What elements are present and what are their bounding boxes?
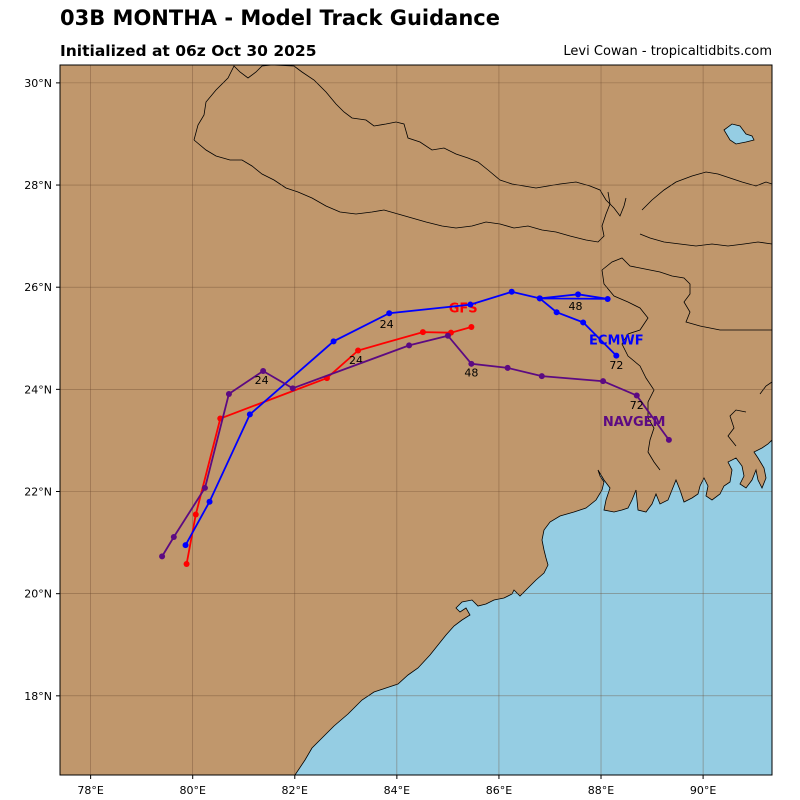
track-point-ecmwf	[613, 352, 620, 359]
lat-tick-label: 24°N	[24, 383, 52, 396]
lat-tick-label: 28°N	[24, 179, 52, 192]
track-point-ecmwf	[580, 319, 587, 326]
track-point-navgem	[406, 342, 413, 349]
forecast-hour-label: 24	[255, 374, 269, 387]
lat-tick-label: 26°N	[24, 281, 52, 294]
credit-text: Levi Cowan - tropicaltidbits.com	[563, 44, 772, 59]
lat-tick-label: 20°N	[24, 588, 52, 601]
model-label-ecmwf: ECMWF	[589, 333, 644, 348]
lat-tick-label: 18°N	[24, 690, 52, 703]
lake	[723, 123, 755, 145]
track-point-gfs	[192, 511, 199, 518]
track-point-ecmwf	[246, 411, 253, 418]
track-point-navgem	[538, 373, 545, 380]
track-point-ecmwf	[553, 309, 560, 316]
chart-title: 03B MONTHA - Model Track Guidance	[60, 6, 500, 30]
country-border-bhutan-south	[639, 233, 772, 247]
track-point-navgem	[468, 360, 475, 367]
forecast-hour-label: 72	[609, 359, 623, 372]
forecast-hour-label: 72	[630, 399, 644, 412]
track-point-navgem	[201, 484, 208, 491]
track-point-navgem	[159, 553, 166, 560]
lon-tick-label: 78°E	[77, 784, 103, 797]
country-border-bangladesh-east	[727, 381, 772, 447]
track-point-gfs	[355, 347, 362, 354]
track-point-navgem	[289, 385, 296, 392]
track-point-ecmwf	[467, 301, 474, 308]
lon-tick-label: 86°E	[486, 784, 512, 797]
track-point-ecmwf	[386, 310, 393, 317]
country-border-bangladesh	[601, 257, 772, 331]
lon-tick-label: 90°E	[690, 784, 716, 797]
track-point-navgem	[600, 378, 607, 385]
track-point-navgem	[170, 533, 177, 540]
lon-tick-label: 84°E	[384, 784, 410, 797]
track-line-ecmwf	[184, 290, 617, 546]
track-point-gfs	[419, 329, 426, 336]
lon-tick-label: 80°E	[179, 784, 205, 797]
track-point-ecmwf	[536, 295, 543, 302]
country-border-nepal	[193, 65, 627, 217]
track-point-navgem	[444, 332, 451, 339]
track-line-gfs	[185, 326, 472, 565]
track-point-navgem	[225, 390, 232, 397]
track-point-ecmwf	[508, 288, 515, 295]
track-point-ecmwf	[575, 291, 582, 298]
track-point-ecmwf	[330, 338, 337, 345]
track-point-gfs	[183, 561, 190, 568]
track-point-navgem	[260, 367, 267, 374]
model-label-navgem: NAVGEM	[603, 415, 666, 430]
lon-tick-label: 82°E	[282, 784, 308, 797]
lat-tick-label: 30°N	[24, 77, 52, 90]
bay-of-bengal-ocean	[294, 439, 772, 775]
track-point-ecmwf	[604, 295, 611, 302]
plot-frame	[59, 64, 773, 776]
track-line-navgem	[161, 334, 670, 557]
track-point-navgem	[504, 364, 511, 371]
track-point-ecmwf	[182, 542, 189, 549]
forecast-hour-label: 48	[464, 367, 478, 380]
country-border-nepal-south	[193, 139, 611, 243]
forecast-hour-label: 24	[380, 318, 394, 331]
lon-tick-label: 88°E	[588, 784, 614, 797]
ticks-layer: 78°E 80°E 82°E 84°E 86°E 88°E 90°E 18°N 20°N 22°N…	[24, 77, 716, 797]
track-point-gfs	[468, 324, 475, 331]
track-point-navgem	[633, 392, 640, 399]
grid-layer	[60, 65, 772, 775]
track-point-ecmwf	[206, 498, 213, 505]
forecast-hour-label: 48	[568, 300, 582, 313]
track-point-navgem	[665, 436, 672, 443]
init-time-subtitle: Initialized at 06z Oct 30 2025	[60, 42, 317, 60]
lat-tick-label: 22°N	[24, 486, 52, 499]
country-border-bangladesh-west	[601, 269, 661, 471]
